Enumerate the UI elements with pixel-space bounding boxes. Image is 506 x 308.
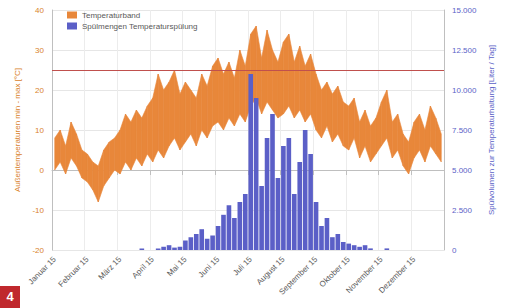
svg-text:12.500: 12.500 (452, 46, 477, 55)
svg-text:10: 10 (35, 126, 44, 135)
svg-text:-20: -20 (32, 246, 44, 255)
svg-text:Dezember 15: Dezember 15 (377, 254, 418, 295)
svg-text:5.000: 5.000 (452, 166, 473, 175)
svg-text:Juli 15: Juli 15 (231, 254, 254, 277)
svg-text:15.000: 15.000 (452, 6, 477, 15)
svg-text:März 15: März 15 (96, 254, 123, 281)
svg-text:Mai 15: Mai 15 (165, 254, 189, 278)
svg-text:Spülvolumen zur Temperaturhalt: Spülvolumen zur Temperaturhaltung [Liter… (487, 45, 496, 215)
svg-text:0: 0 (452, 246, 457, 255)
svg-text:November 15: November 15 (344, 254, 385, 296)
svg-text:September 15: September 15 (277, 254, 319, 296)
svg-text:Spülmengen Temperaturspülung: Spülmengen Temperaturspülung (82, 22, 197, 31)
svg-text:Juni 15: Juni 15 (197, 254, 222, 279)
svg-text:40: 40 (35, 6, 44, 15)
svg-text:20: 20 (35, 86, 44, 95)
svg-text:August 15: August 15 (255, 254, 287, 286)
svg-text:Februar 15: Februar 15 (57, 254, 91, 288)
svg-text:Temperaturband: Temperaturband (82, 11, 140, 20)
svg-text:Außentemperaturen min - max [°: Außentemperaturen min - max [°C] (13, 68, 22, 192)
svg-text:2.500: 2.500 (452, 206, 473, 215)
html-text:4: 4 (6, 289, 14, 304)
svg-text:30: 30 (35, 46, 44, 55)
svg-text:-10: -10 (32, 206, 44, 215)
svg-text:Januar 15: Januar 15 (26, 254, 58, 286)
svg-text:0: 0 (40, 166, 45, 175)
svg-text:7.500: 7.500 (452, 126, 473, 135)
svg-text:April 15: April 15 (130, 254, 156, 280)
svg-text:10.000: 10.000 (452, 86, 477, 95)
svg-text:Oktober 15: Oktober 15 (318, 254, 353, 289)
